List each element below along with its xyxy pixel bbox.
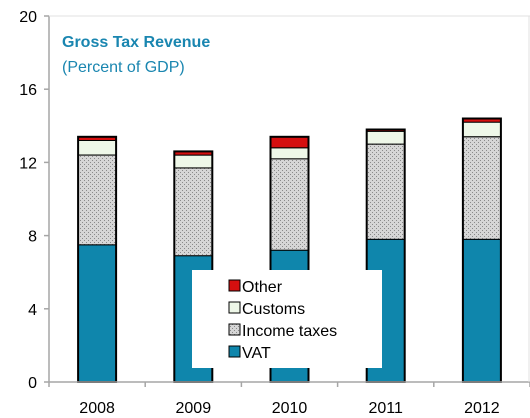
legend: Other Customs Income taxes VAT — [192, 270, 382, 368]
bar-customs-2012 — [462, 121, 502, 138]
y-tick-label-4: 4 — [28, 302, 37, 319]
bar-income-taxes-2012 — [462, 136, 502, 240]
bar-vat-2008 — [77, 244, 117, 383]
x-tick-label-2009: 2009 — [176, 400, 212, 417]
y-tick-label-12: 12 — [19, 155, 37, 172]
x-tick-label-2008: 2008 — [79, 400, 115, 417]
bar-customs-2011 — [366, 130, 406, 145]
y-tick-label-16: 16 — [19, 82, 37, 99]
y-tick-label-0: 0 — [28, 375, 37, 392]
legend-label-customs: Customs — [242, 301, 305, 318]
x-tick-label-2011: 2011 — [368, 400, 403, 417]
bar-income-taxes-2010 — [270, 158, 309, 251]
bar-income-taxes-2008 — [77, 154, 117, 246]
x-tick-label-2012: 2012 — [464, 400, 500, 417]
bar-income-taxes-2011 — [366, 143, 406, 240]
chart-title: Gross Tax Revenue — [62, 34, 210, 51]
y-tick-label-8: 8 — [28, 229, 37, 246]
legend-box — [192, 270, 382, 368]
bar-vat-2012 — [462, 238, 502, 383]
legend-swatch-other — [228, 279, 241, 292]
bar-other-2010 — [270, 136, 309, 149]
legend-label-income-taxes: Income taxes — [242, 323, 337, 340]
bar-income-taxes-2009 — [173, 167, 213, 257]
legend-label-other: Other — [242, 279, 283, 296]
x-tick-label-2010: 2010 — [272, 400, 308, 417]
bar-customs-2009 — [173, 154, 213, 169]
legend-swatch-income-taxes — [228, 323, 241, 336]
legend-swatch-customs — [228, 301, 241, 314]
bar-customs-2010 — [270, 147, 309, 160]
legend-label-vat: VAT — [242, 345, 271, 362]
y-tick-label-20: 20 — [19, 9, 37, 26]
axes-layer: 0 4 8 12 16 20 2008 2009 2010 2011 2012 — [19, 9, 530, 417]
legend-swatch-vat — [228, 345, 241, 358]
bar-customs-2008 — [77, 139, 117, 156]
chart-subtitle: (Percent of GDP) — [62, 59, 185, 76]
